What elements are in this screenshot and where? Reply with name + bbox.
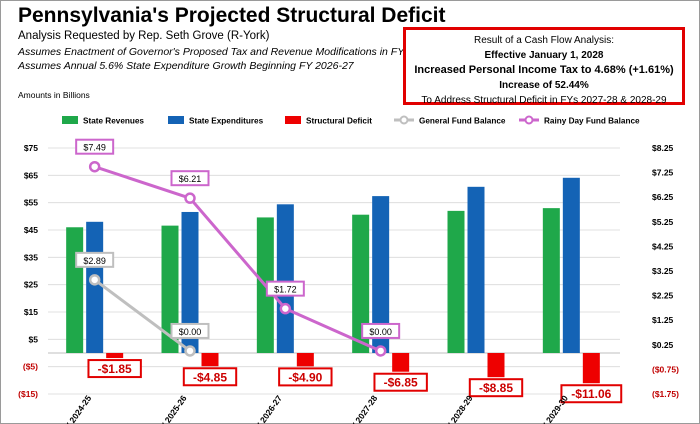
deficit-label-box (560, 384, 623, 404)
line-data-label: $0.00 (369, 327, 392, 337)
result-box: Result of a Cash Flow Analysis: Effectiv… (403, 27, 685, 106)
line-general-fund-balance (93, 278, 191, 353)
bar-state-revenues (542, 208, 560, 353)
category-label: FY 2026-27 (250, 393, 284, 424)
bar-structural-deficit (106, 353, 124, 359)
category-label: FY 2027-28 (346, 393, 380, 424)
legend-marker (524, 115, 534, 125)
chart-subtitle: Analysis Requested by Rep. Seth Grove (R… (18, 30, 270, 42)
left-tick-label: $65 (24, 170, 38, 180)
right-tick-label: $1.25 (652, 315, 674, 325)
legend-label: Structural Deficit (306, 117, 372, 126)
right-tick-label: $7.25 (652, 168, 674, 178)
left-tick-label: $55 (24, 198, 38, 208)
left-tick-label: ($15) (18, 389, 38, 399)
category-label: FY 2028-29 (441, 393, 475, 424)
bar-state-revenues (161, 225, 179, 353)
deficit-data-label: -$11.06 (571, 387, 611, 401)
result-line-1: Result of a Cash Flow Analysis: (473, 35, 615, 46)
line-point (88, 160, 101, 173)
line-label-box (170, 322, 210, 339)
line-data-label: $0.00 (179, 327, 202, 337)
units-note: Amounts in Billions (18, 90, 90, 100)
bar-state-expenditures (467, 186, 485, 353)
right-tick-label: $2.25 (652, 291, 674, 301)
left-tick-label: ($5) (23, 362, 38, 372)
line-point (374, 345, 387, 357)
right-tick-label: ($1.75) (652, 389, 679, 399)
line-data-label: $1.72 (274, 285, 297, 295)
line-label-box (75, 138, 115, 155)
left-tick-label: $5 (29, 334, 39, 344)
right-tick-label: $0.25 (652, 340, 674, 350)
deficit-data-label: -$8.85 (479, 381, 513, 395)
deficit-label-box (182, 367, 238, 387)
left-tick-label: $25 (24, 280, 38, 290)
bar-state-expenditures (562, 177, 580, 353)
legend-label: State Revenues (83, 117, 144, 126)
assumption-1: Assumes Enactment of Governor's Proposed… (18, 46, 446, 58)
deficit-data-label: -$4.85 (193, 370, 227, 384)
bar-state-expenditures (181, 211, 199, 353)
category-label: FY 2025-26 (155, 393, 189, 424)
result-line-2: Effective January 1, 2028 (484, 50, 604, 61)
deficit-label-box (373, 372, 428, 392)
bar-state-revenues (66, 227, 84, 353)
category-label: FY 2024-25 (60, 393, 94, 424)
deficit-data-label: -$6.85 (384, 376, 418, 390)
bar-structural-deficit (487, 353, 505, 378)
deficit-data-label: -$4.90 (288, 370, 322, 384)
deficit-label-box (87, 359, 142, 379)
line-label-box (75, 251, 115, 268)
legend-marker (399, 115, 409, 125)
line-point (184, 192, 196, 204)
right-tick-label: ($0.75) (652, 364, 679, 374)
line-data-label: $6.21 (179, 174, 202, 184)
left-tick-label: $15 (24, 307, 38, 317)
legend-label: Rainy Day Fund Balance (544, 117, 640, 126)
left-tick-label: $35 (24, 252, 38, 262)
result-line-5: To Address Structural Deficit in FYs 202… (421, 95, 667, 106)
bar-structural-deficit (582, 353, 600, 384)
chart-title: Pennsylvania's Projected Structural Defi… (18, 4, 446, 27)
line-label-box (265, 280, 305, 297)
bar-structural-deficit (201, 353, 219, 367)
left-tick-label: $75 (24, 143, 38, 153)
bar-state-expenditures (372, 196, 390, 353)
line-label-box (361, 322, 401, 339)
legend-swatch (62, 116, 78, 124)
legend-swatch (168, 116, 184, 124)
line-data-label: $2.89 (83, 256, 106, 266)
line-point (279, 302, 292, 315)
deficit-data-label: -$1.85 (98, 362, 132, 376)
right-tick-label: $4.25 (652, 241, 674, 251)
bar-state-revenues (352, 214, 370, 353)
bar-state-expenditures (86, 221, 104, 353)
line-point (88, 274, 101, 286)
line-label-box (170, 170, 210, 187)
legend-label: General Fund Balance (419, 117, 506, 126)
bar-state-expenditures (276, 204, 294, 353)
bar-structural-deficit (392, 353, 410, 372)
result-line-3: Increased Personal Income Tax to 4.68% (… (414, 64, 674, 76)
deficit-label-box (468, 378, 524, 398)
right-tick-label: $3.25 (652, 266, 674, 276)
assumption-2: Assumes Annual 5.6% State Expenditure Gr… (18, 60, 354, 72)
deficit-label-box (278, 367, 333, 387)
right-tick-label: $5.25 (652, 217, 674, 227)
bar-structural-deficit (296, 353, 314, 367)
category-label: FY 2029-30 (536, 393, 570, 424)
legend-label: State Expenditures (189, 117, 264, 126)
legend-swatch (285, 116, 301, 124)
line-data-label: $7.49 (83, 143, 106, 153)
right-tick-label: $6.25 (652, 192, 674, 202)
right-tick-label: $8.25 (652, 143, 674, 153)
bar-state-revenues (447, 210, 465, 353)
result-line-4: Increase of 52.44% (499, 80, 589, 91)
line-point (184, 345, 196, 357)
line-rainy-day-fund-balance (94, 165, 382, 353)
left-tick-label: $45 (24, 225, 38, 235)
